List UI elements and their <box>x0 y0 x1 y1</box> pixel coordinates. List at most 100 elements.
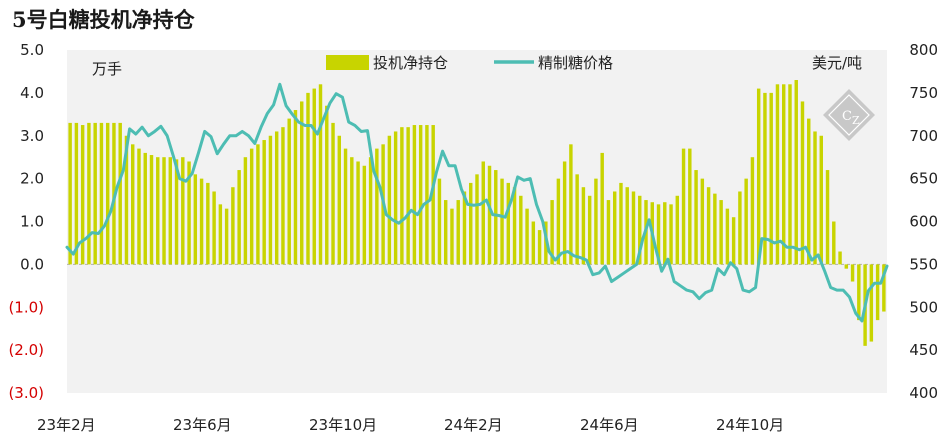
bar <box>763 92 767 265</box>
bar <box>882 264 886 312</box>
bar <box>775 84 780 265</box>
bar <box>400 127 404 265</box>
bar <box>788 84 792 265</box>
bar <box>156 157 160 265</box>
bar <box>875 264 880 321</box>
right-axis-unit: 美元/吨 <box>812 54 862 72</box>
bar <box>494 170 498 265</box>
bar <box>318 84 323 265</box>
right-axis-tick-label: 800 <box>909 41 938 59</box>
bar <box>850 264 855 282</box>
right-axis-tick-label: 500 <box>909 298 938 316</box>
bar <box>725 208 730 265</box>
bar <box>800 101 805 265</box>
svg-text:C: C <box>842 109 852 124</box>
bar <box>124 135 129 265</box>
bar <box>456 200 460 265</box>
x-axis-tick-label: 23年6月 <box>173 416 232 434</box>
bar <box>368 157 373 265</box>
bar <box>782 84 786 265</box>
bar <box>606 200 611 265</box>
right-axis-tick-label: 650 <box>909 170 938 188</box>
bar <box>744 178 748 265</box>
bar <box>832 221 836 265</box>
left-axis-tick-label: 1.0 <box>20 213 44 231</box>
legend-label-bar: 投机净持仓 <box>373 54 448 72</box>
bar <box>337 135 342 265</box>
bar <box>500 178 504 265</box>
bar <box>418 125 423 265</box>
bar <box>143 152 147 265</box>
bar <box>287 118 291 265</box>
left-axis-tick-label: 3.0 <box>20 127 44 145</box>
bar <box>412 125 417 265</box>
bar <box>625 187 629 265</box>
bar <box>731 217 736 265</box>
bar <box>256 144 260 265</box>
bar <box>663 202 667 265</box>
left-axis-tick-label: (1.0) <box>8 298 44 316</box>
bar <box>813 131 817 265</box>
bar <box>137 148 141 265</box>
bar <box>243 157 248 265</box>
bar <box>681 148 686 265</box>
bar <box>356 161 360 265</box>
bar <box>281 127 285 265</box>
price-line <box>65 82 889 323</box>
x-axis-tick-label: 24年6月 <box>580 416 639 434</box>
bar <box>74 122 79 265</box>
bar <box>600 152 604 265</box>
bar <box>857 264 861 321</box>
bar <box>168 157 172 265</box>
bar <box>325 105 329 265</box>
bar <box>769 92 773 265</box>
bar <box>231 187 235 265</box>
bar <box>825 170 830 265</box>
bar <box>262 140 266 265</box>
right-axis-tick-label: 550 <box>909 255 938 273</box>
bar <box>249 148 254 265</box>
bar <box>331 122 335 265</box>
bar <box>669 204 673 265</box>
bar <box>149 155 154 265</box>
bar <box>688 148 692 265</box>
bar <box>694 170 698 265</box>
bar <box>531 221 536 265</box>
bar <box>306 92 310 265</box>
bar <box>437 178 442 265</box>
left-axis-unit: 万手 <box>92 60 122 78</box>
x-axis-tick-label: 24年2月 <box>444 416 503 434</box>
bar <box>212 191 216 265</box>
bar <box>738 191 742 265</box>
bar <box>700 178 705 265</box>
bar <box>844 264 849 269</box>
svg-text:Z: Z <box>852 114 860 127</box>
bar <box>193 174 198 265</box>
bar <box>581 187 586 265</box>
bar <box>237 170 241 265</box>
left-axis-tick-label: 2.0 <box>20 170 44 188</box>
bar <box>794 80 798 265</box>
right-axis-tick-label: 700 <box>909 127 938 145</box>
chart-title: 5号白糖投机净持仓 <box>12 7 195 32</box>
bar <box>619 182 623 265</box>
bar <box>312 88 316 265</box>
bar <box>706 187 711 265</box>
bar <box>525 208 529 265</box>
bar <box>569 144 573 265</box>
left-axis-tick-label: 5.0 <box>20 41 44 59</box>
bar <box>519 195 523 265</box>
bar <box>469 182 473 265</box>
bar <box>575 174 579 265</box>
bar <box>274 131 279 265</box>
bar <box>675 195 680 265</box>
bar <box>375 148 379 265</box>
bar <box>218 204 223 265</box>
right-axis-tick-label: 400 <box>909 384 938 402</box>
bar <box>425 125 429 265</box>
bar <box>431 125 435 265</box>
bar <box>105 122 110 265</box>
bar <box>750 157 755 265</box>
bar <box>293 110 298 265</box>
x-axis-tick-label: 23年10月 <box>309 416 377 434</box>
